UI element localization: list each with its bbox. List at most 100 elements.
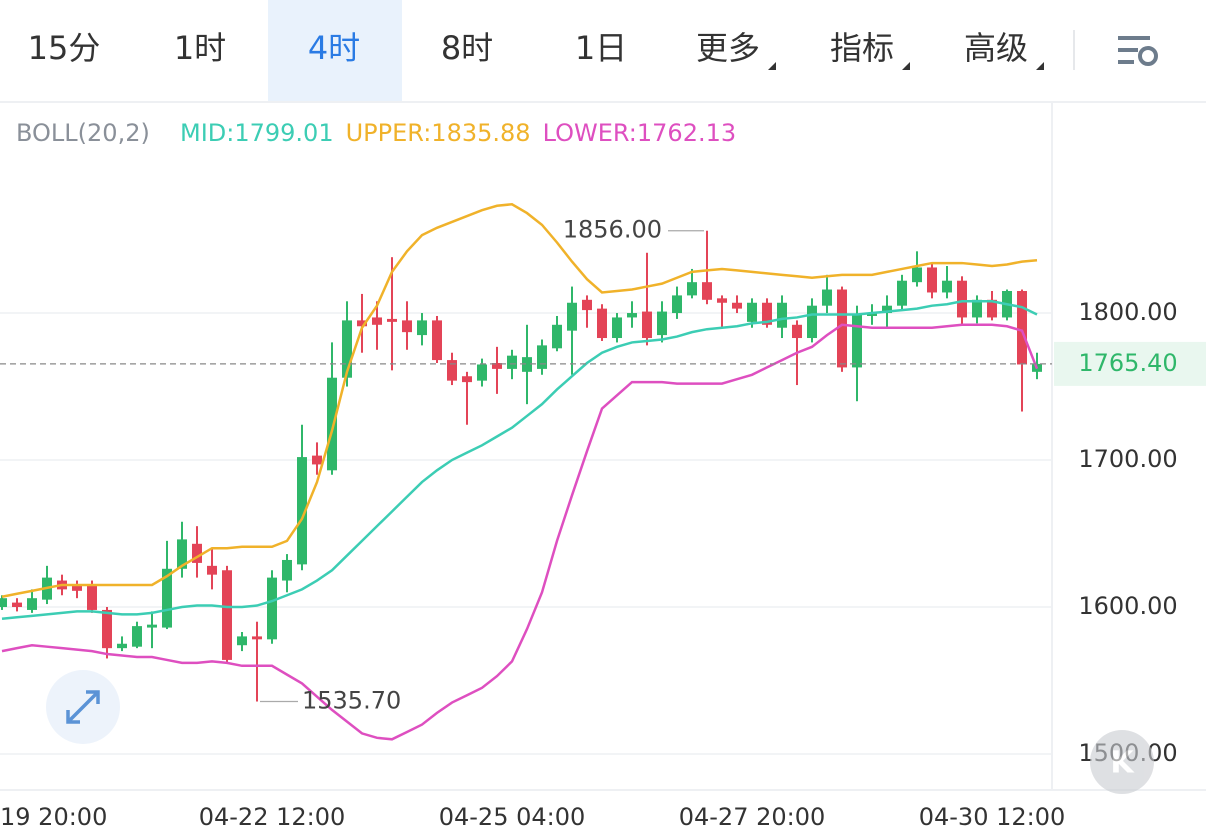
tab[interactable]: 更多 — [696, 29, 760, 67]
candle-body — [282, 559, 292, 581]
candle-body — [537, 345, 547, 369]
svg-text:K: K — [1110, 746, 1135, 781]
x-tick-label: 19 20:00 — [0, 803, 107, 831]
candle-body — [237, 636, 247, 646]
x-tick-label: 04-25 04:00 — [439, 803, 586, 831]
watermark: K — [1090, 730, 1154, 794]
x-tick-label: 04-27 20:00 — [679, 803, 826, 831]
candle-body — [417, 320, 427, 336]
candle-body — [477, 364, 487, 381]
candle-body — [912, 267, 922, 283]
tab[interactable]: 15分 — [28, 29, 101, 67]
candle-body — [342, 320, 352, 378]
y-tick-label: 1800.00 — [1078, 298, 1177, 326]
candle-body — [372, 317, 382, 325]
high-marker-label: 1856.00 — [563, 216, 662, 244]
candle-body — [102, 609, 112, 649]
candle-body — [957, 280, 967, 318]
candle-body — [552, 324, 562, 349]
candle-body — [252, 636, 262, 640]
candle-body — [12, 602, 22, 608]
boll-line — [1, 300, 1038, 621]
tab[interactable]: 高级 — [964, 29, 1028, 67]
candle-body — [717, 298, 727, 303]
tab[interactable]: 4时 — [308, 29, 360, 67]
candle-body — [942, 280, 952, 293]
x-tick-label: 04-30 12:00 — [919, 803, 1066, 831]
y-tick-label: 1700.00 — [1078, 445, 1177, 473]
candle-body — [357, 320, 367, 327]
last-price-badge — [1054, 341, 1206, 386]
candle-body — [327, 377, 337, 471]
legend-item: LOWER:1762.13 — [543, 119, 737, 147]
candle-body — [867, 313, 877, 316]
candle-body — [462, 376, 472, 383]
candle-body — [792, 324, 802, 339]
candle-body — [207, 565, 217, 575]
candle-body — [852, 314, 862, 368]
candle-body — [402, 320, 412, 333]
dropdown-caret — [768, 62, 776, 70]
candle-body — [777, 302, 787, 328]
candle-body — [582, 299, 592, 311]
candle-body — [747, 302, 757, 322]
candle-body — [132, 626, 142, 647]
tab[interactable]: 1日 — [575, 29, 627, 67]
candle-body — [927, 267, 937, 293]
y-tick-label: 1600.00 — [1078, 592, 1177, 620]
tab[interactable]: 指标 — [830, 29, 894, 67]
candle-body — [432, 320, 442, 361]
candle-body — [447, 360, 457, 381]
tab[interactable]: 8时 — [441, 29, 493, 67]
candle-body — [162, 568, 172, 628]
boll-line — [1, 323, 1039, 741]
candle-body — [882, 305, 892, 314]
candle-body — [972, 299, 982, 318]
candle-body — [837, 289, 847, 368]
active-tab-bg — [268, 0, 402, 102]
tab[interactable]: 1时 — [174, 29, 226, 67]
candle-body — [222, 570, 232, 660]
candle-body — [177, 539, 187, 569]
dropdown-caret — [1036, 62, 1044, 70]
candle-body — [492, 363, 502, 369]
candle-body — [612, 317, 622, 339]
candle-body — [567, 302, 577, 331]
candle-body — [147, 624, 157, 628]
candle-body — [117, 643, 127, 649]
x-tick-label: 04-22 12:00 — [199, 803, 346, 831]
candle-body — [27, 598, 37, 610]
candle-body — [267, 577, 277, 640]
candle-body — [1017, 290, 1027, 365]
legend-item: UPPER:1835.88 — [346, 119, 531, 147]
candle-body — [897, 280, 907, 306]
candle-body — [762, 302, 772, 325]
candle-body — [732, 302, 742, 309]
candle-body — [597, 308, 607, 339]
legend-item: MID:1799.01 — [180, 119, 334, 147]
candle-body — [807, 305, 817, 339]
dropdown-caret — [902, 62, 910, 70]
settings-icon[interactable] — [1118, 36, 1158, 66]
candle-body — [687, 282, 697, 296]
candle-body — [522, 357, 532, 372]
boll-line — [1, 202, 1038, 598]
candle-body — [312, 455, 322, 465]
candle-body — [507, 355, 517, 369]
indicator-label: BOLL(20,2) — [16, 119, 150, 147]
candle-body — [0, 598, 7, 608]
candle-body — [192, 543, 202, 563]
candle-body — [822, 289, 832, 306]
candle-body — [87, 584, 97, 610]
low-marker-label: 1535.70 — [302, 687, 401, 715]
candle-body — [627, 313, 637, 318]
candle-body — [387, 318, 397, 322]
plot — [0, 202, 1042, 741]
candle-body — [642, 311, 652, 339]
expand-button[interactable] — [46, 670, 120, 744]
last-price-label: 1765.40 — [1078, 349, 1177, 377]
candle-body — [672, 295, 682, 314]
candle-body — [702, 282, 712, 300]
